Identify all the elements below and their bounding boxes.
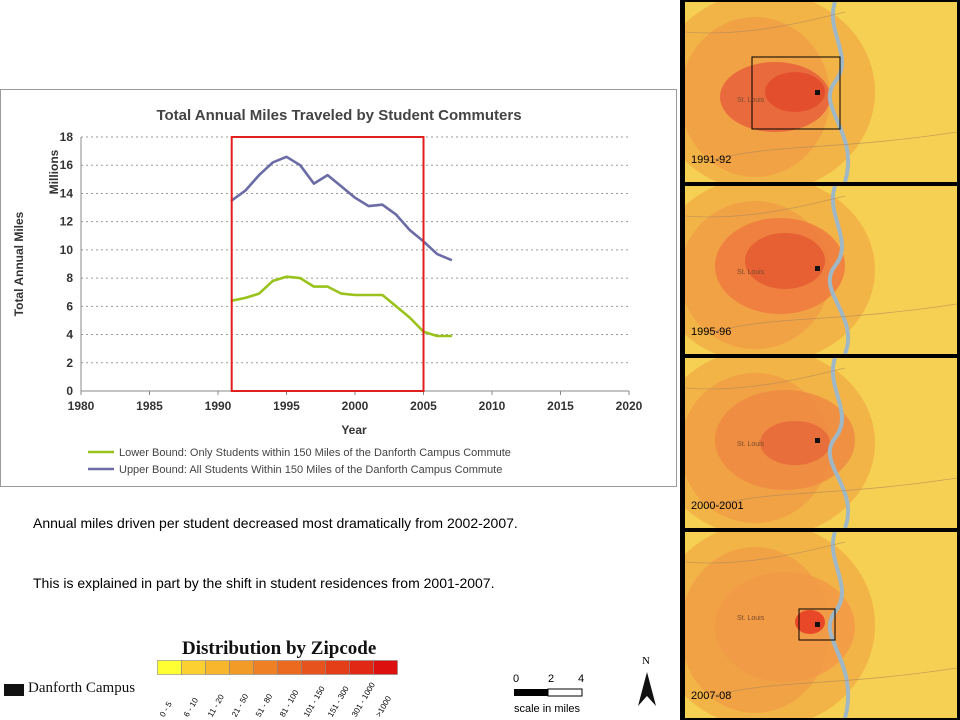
zip-bin-label: 21 - 50: [230, 692, 251, 719]
zip-color-scale: [157, 660, 398, 675]
zip-bin-label: 151 - 300: [326, 684, 351, 719]
chart-frame: Total Annual Miles Traveled by Student C…: [0, 89, 677, 487]
x-tick-label: 1980: [68, 399, 95, 413]
y-unit-label: Millions: [47, 149, 61, 194]
map-city-label: St. Louis: [737, 97, 765, 104]
map-city-label: St. Louis: [737, 615, 765, 622]
map-focus-box: [751, 56, 841, 130]
river: [827, 358, 851, 528]
roads: [685, 541, 957, 699]
scale-tick-0: 0: [513, 673, 519, 685]
zip-bin-swatch: [229, 660, 254, 675]
x-tick-label: 2015: [547, 399, 574, 413]
series-line-1: [230, 155, 453, 262]
zip-bin-swatch: [325, 660, 350, 675]
map-city-label: St. Louis: [737, 269, 765, 276]
roads: [685, 367, 957, 509]
map-city-label: St. Louis: [737, 441, 765, 448]
map-year-label: 1991-92: [691, 154, 732, 166]
caption-paragraph-1: Annual miles driven per student decrease…: [33, 515, 518, 531]
x-tick-label: 1990: [205, 399, 232, 413]
zip-bin-swatch: [277, 660, 302, 675]
y-tick-label: 4: [66, 328, 73, 342]
river: [827, 186, 851, 354]
zip-bin-label: 11 - 20: [206, 692, 226, 719]
y-tick-label: 18: [60, 130, 74, 144]
zip-legend-labels: 0 - 5 6 - 10 11 - 20 21 - 50 51 - 80 81 - 100…: [150, 674, 410, 720]
scale-bar: 0 2 4 scale in miles: [513, 673, 584, 715]
y-tick-label: 2: [66, 356, 73, 370]
map-hotspot: [715, 572, 855, 682]
x-tick-label: 1985: [136, 399, 163, 413]
map-2007: St. Louis 2007-08: [685, 532, 957, 718]
zip-bin-swatch: [157, 660, 182, 675]
chart-title: Total Annual Miles Traveled by Student C…: [156, 107, 521, 124]
zip-bin-label: 101 - 150: [302, 684, 327, 719]
caption-paragraph-2: This is explained in part by the shift i…: [33, 575, 495, 591]
map-year-label: 1995-96: [691, 326, 732, 338]
map-2000: St. Louis 2000-2001: [685, 358, 957, 528]
zip-bin-label: 6 - 10: [182, 696, 201, 719]
legend-label-1: Upper Bound: All Students Within 150 Mil…: [119, 464, 502, 476]
zip-bin-swatch: [373, 660, 398, 675]
map-graphic: St. Louis: [685, 2, 957, 182]
y-tick-label: 10: [60, 243, 74, 257]
campus-marker: [815, 438, 820, 443]
campus-key-label: Danforth Campus: [28, 680, 136, 696]
x-tick-label: 2005: [410, 399, 437, 413]
map-graphic: St. Louis: [685, 358, 957, 528]
zip-bin-swatch: [301, 660, 326, 675]
campus-marker: [815, 266, 820, 271]
y-tick-label: 14: [60, 186, 74, 200]
zip-bin-swatch: [349, 660, 374, 675]
map-1995: St. Louis 1995-96: [685, 186, 957, 354]
map-hotspot: [760, 421, 830, 465]
map-hotspot: [745, 233, 825, 289]
campus-swatch: [4, 684, 24, 696]
line-chart: Total Annual Miles Traveled by Student C…: [12, 107, 643, 476]
zip-bin-swatch: [205, 660, 230, 675]
zip-bin-swatch: [253, 660, 278, 675]
x-tick-label: 1995: [273, 399, 300, 413]
map-graphic: St. Louis: [685, 532, 957, 718]
zip-bin-label: 0 - 5: [158, 700, 174, 719]
highlight-box: [230, 136, 425, 392]
y-tick-label: 0: [66, 384, 73, 398]
zip-legend-title: Distribution by Zipcode: [182, 638, 377, 659]
y-tick-label: 16: [60, 158, 74, 172]
x-axis-label: Year: [341, 423, 367, 437]
roads: [685, 195, 957, 335]
map-year-label: 2000-2001: [691, 500, 744, 512]
map-focus-box: [798, 608, 836, 641]
map-year-label: 2007-08: [691, 690, 732, 702]
scale-tick-4: 4: [578, 673, 584, 685]
map-graphic: St. Louis: [685, 186, 957, 354]
y-tick-label: 6: [66, 299, 73, 313]
zip-bin-label: 301 - 1000: [350, 680, 377, 719]
map-hotspot: [765, 72, 825, 112]
scale-tick-2: 2: [548, 673, 554, 685]
x-tick-label: 2000: [342, 399, 369, 413]
zip-bin-label: 81 - 100: [278, 688, 301, 719]
zip-bin-label: 51 - 80: [254, 692, 275, 719]
x-tick-label: 2010: [479, 399, 506, 413]
zip-bin-label: >1000: [374, 694, 394, 719]
legend-label-0: Lower Bound: Only Students within 150 Mi…: [119, 447, 511, 459]
north-label: N: [642, 655, 650, 667]
map-1991: St. Louis 1991-92: [685, 2, 957, 182]
map-hotspot: [795, 610, 825, 634]
scale-caption: scale in miles: [514, 703, 581, 715]
series-line-0: [230, 275, 453, 338]
campus-marker: [815, 622, 820, 627]
y-tick-label: 12: [60, 215, 74, 229]
y-tick-label: 8: [66, 271, 73, 285]
roads: [685, 11, 957, 163]
maps-column: St. Louis 1991-92 St. Louis 1995-96 St. …: [680, 0, 960, 720]
y-axis-label: Total Annual Miles: [12, 211, 26, 316]
campus-marker: [815, 90, 820, 95]
north-arrow-icon: N: [638, 655, 656, 706]
zip-bin-swatch: [181, 660, 206, 675]
x-tick-label: 2020: [616, 399, 643, 413]
